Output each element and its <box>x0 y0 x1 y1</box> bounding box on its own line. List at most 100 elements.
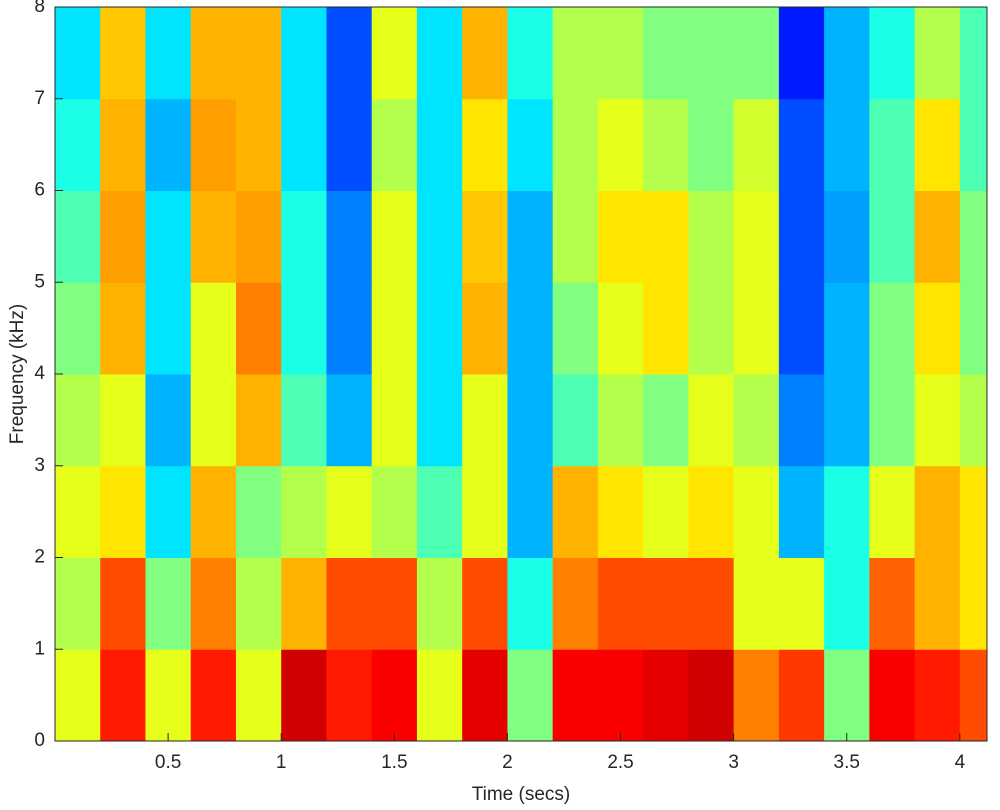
heatmap-cell <box>597 7 644 100</box>
heatmap-cell <box>733 649 780 741</box>
heatmap-cell <box>507 374 554 467</box>
heatmap-cell <box>145 374 192 467</box>
y-tick-label: 5 <box>34 271 45 292</box>
heatmap-cell <box>914 374 961 467</box>
heatmap-cell <box>597 282 644 375</box>
heatmap-cell <box>733 282 780 375</box>
heatmap-cell <box>462 465 508 558</box>
heatmap-cell <box>824 649 870 741</box>
y-tick-label: 3 <box>34 455 45 476</box>
heatmap-cell <box>552 649 599 741</box>
heatmap-cell <box>824 7 870 100</box>
heatmap-cell <box>688 7 735 100</box>
heatmap-cell <box>462 374 508 467</box>
heatmap-cell <box>281 282 327 375</box>
heatmap-cell <box>371 557 418 650</box>
heatmap-cell <box>326 374 373 467</box>
heatmap-cell <box>959 98 987 191</box>
heatmap-cell <box>190 557 237 650</box>
heatmap-cell <box>281 7 327 100</box>
heatmap-cell <box>371 374 418 467</box>
heatmap-cell <box>552 190 599 283</box>
heatmap-cell <box>145 465 192 558</box>
heatmap-cell <box>507 649 554 741</box>
heatmap-cell <box>55 374 101 467</box>
heatmap-cell <box>190 374 237 467</box>
heatmap-cell <box>55 7 101 100</box>
heatmap-cell <box>643 190 689 283</box>
heatmap-cell <box>371 282 418 375</box>
heatmap-cell <box>552 557 599 650</box>
x-tick-label: 0.5 <box>155 752 181 773</box>
heatmap-cell <box>416 649 463 741</box>
heatmap-cell <box>552 374 599 467</box>
heatmap-cell <box>326 7 373 100</box>
heatmap-cell <box>462 282 508 375</box>
heatmap-cell <box>778 649 825 741</box>
heatmap-cell <box>824 98 870 191</box>
heatmap-cell <box>416 374 463 467</box>
x-tick-label: 3 <box>728 752 739 773</box>
heatmap-cell <box>145 649 192 741</box>
heatmap-cell <box>281 374 327 467</box>
heatmap-cell <box>552 282 599 375</box>
heatmap-cell <box>552 7 599 100</box>
heatmap-cell <box>688 465 735 558</box>
heatmap-cell <box>959 465 987 558</box>
heatmap-cell <box>778 374 825 467</box>
y-axis-label: Frequency (kHz) <box>7 304 28 444</box>
heatmap-cell <box>190 98 237 191</box>
heatmap-cell <box>643 374 689 467</box>
heatmap-cell <box>190 190 237 283</box>
heatmap-cell <box>100 649 146 741</box>
heatmap <box>55 7 987 741</box>
heatmap-cell <box>869 557 916 650</box>
heatmap-cell <box>235 7 282 100</box>
heatmap-cell <box>959 190 987 283</box>
heatmap-cell <box>869 7 916 100</box>
heatmap-cell <box>824 282 870 375</box>
heatmap-cell <box>914 7 961 100</box>
heatmap-cell <box>326 190 373 283</box>
heatmap-cell <box>416 190 463 283</box>
heatmap-cell <box>914 465 961 558</box>
x-tick-label: 2.5 <box>607 752 633 773</box>
heatmap-cell <box>507 465 554 558</box>
heatmap-cell <box>235 282 282 375</box>
heatmap-cell <box>778 7 825 100</box>
heatmap-cell <box>55 557 101 650</box>
heatmap-cell <box>326 557 373 650</box>
heatmap-cell <box>824 374 870 467</box>
heatmap-cell <box>371 190 418 283</box>
heatmap-cell <box>100 190 146 283</box>
heatmap-cell <box>55 465 101 558</box>
heatmap-cell <box>688 98 735 191</box>
heatmap-cell <box>416 282 463 375</box>
heatmap-cell <box>416 98 463 191</box>
heatmap-cell <box>416 465 463 558</box>
heatmap-cell <box>371 98 418 191</box>
heatmap-cell <box>416 557 463 650</box>
heatmap-cell <box>145 557 192 650</box>
heatmap-cell <box>914 649 961 741</box>
heatmap-cell <box>507 557 554 650</box>
heatmap-cell <box>959 374 987 467</box>
heatmap-cell <box>733 374 780 467</box>
heatmap-cell <box>778 190 825 283</box>
heatmap-cell <box>778 557 825 650</box>
heatmap-cell <box>145 98 192 191</box>
heatmap-cell <box>507 98 554 191</box>
x-tick-label: 2 <box>502 752 513 773</box>
heatmap-cell <box>462 7 508 100</box>
heatmap-cell <box>507 190 554 283</box>
heatmap-cell <box>914 557 961 650</box>
heatmap-cell <box>959 557 987 650</box>
heatmap-cell <box>100 465 146 558</box>
heatmap-cell <box>597 98 644 191</box>
heatmap-cell <box>688 374 735 467</box>
y-tick-label: 0 <box>34 730 45 751</box>
heatmap-cell <box>959 7 987 100</box>
heatmap-cell <box>914 190 961 283</box>
heatmap-cell <box>235 465 282 558</box>
